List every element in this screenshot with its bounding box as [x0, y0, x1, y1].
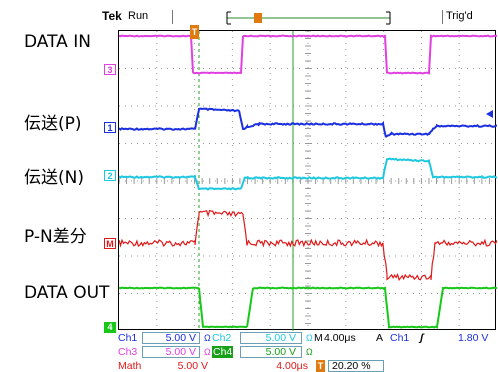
ch4-waveform: [119, 286, 497, 329]
ch1-label[interactable]: Ch1: [118, 332, 138, 344]
trigger-position-icon: T: [316, 360, 325, 372]
ch3-scale-box[interactable]: [142, 346, 200, 358]
ch1-coupling-icon: Ω: [204, 333, 211, 343]
trigger-status: Trig'd: [446, 10, 473, 22]
ch4-scale: 5.00 V: [265, 346, 296, 358]
trigger-slope-icon: ʃ: [420, 332, 424, 344]
ch2-scale-box[interactable]: [240, 332, 302, 344]
channel-label-data-out: DATA OUT: [24, 283, 110, 303]
ch4-label[interactable]: Ch4: [212, 346, 234, 358]
divider: [172, 10, 173, 24]
ch3-waveform: [119, 34, 497, 75]
acquisition-state: Run: [128, 10, 149, 22]
ch2-ground-marker[interactable]: 2: [104, 170, 116, 181]
trigger-source[interactable]: Ch1: [390, 332, 410, 344]
ch2-scale: 5.00 V: [265, 332, 296, 344]
ch1-ground-marker[interactable]: 1: [104, 122, 116, 133]
ch1-scale-box[interactable]: [142, 332, 200, 344]
trigger-level-arrow[interactable]: [486, 109, 496, 119]
channel-label-n: 伝送(N): [24, 168, 84, 188]
math-timebase: 4.00μs: [276, 360, 308, 372]
ch1-waveform: [119, 107, 497, 138]
trigger-level[interactable]: 1.80 V: [458, 332, 489, 344]
ch2-waveform: [119, 157, 497, 191]
timebase-value[interactable]: 4.00μs: [324, 332, 356, 344]
ch4-coupling-icon: Ω: [306, 347, 313, 357]
ch3-ground-marker[interactable]: 3: [104, 64, 116, 75]
ch4-ground-marker[interactable]: 4: [104, 322, 116, 333]
status-bar: Tek Run Trig'd: [102, 8, 498, 26]
ch3-scale: 5.00 V: [165, 346, 196, 358]
ch3-label[interactable]: Ch3: [118, 346, 138, 358]
channel-label-diff: P-N差分: [24, 227, 87, 247]
trigger-mode: A: [376, 332, 384, 344]
math-ground-marker[interactable]: M: [104, 238, 116, 249]
ch1-scale: 5.00 V: [165, 332, 196, 344]
trigger-position-value: 20.20 %: [332, 360, 371, 372]
divider: [442, 10, 443, 24]
math-label[interactable]: Math: [118, 360, 142, 372]
trigger-position-marker[interactable]: T: [190, 25, 199, 39]
timebase-prefix: M: [314, 332, 323, 344]
math-scale: 5.00 V: [177, 360, 208, 372]
ch3-coupling-icon: Ω: [204, 347, 211, 357]
ch4-scale-box[interactable]: [240, 346, 302, 358]
readout-panel: Ch1 5.00 V Ω Ch2 5.00 V Ω M 4.00μs A Ch1…: [116, 332, 498, 372]
waveform-canvas: [119, 31, 497, 331]
ch2-coupling-icon: Ω: [306, 333, 313, 343]
ch2-label[interactable]: Ch2: [212, 332, 232, 344]
channel-label-data-in: DATA IN: [24, 32, 91, 52]
brand-label: Tek: [102, 9, 122, 23]
record-position-bar[interactable]: [224, 11, 394, 25]
math-waveform: [119, 209, 497, 282]
channel-label-p: 伝送(P): [24, 114, 82, 134]
waveform-display[interactable]: [118, 30, 497, 331]
